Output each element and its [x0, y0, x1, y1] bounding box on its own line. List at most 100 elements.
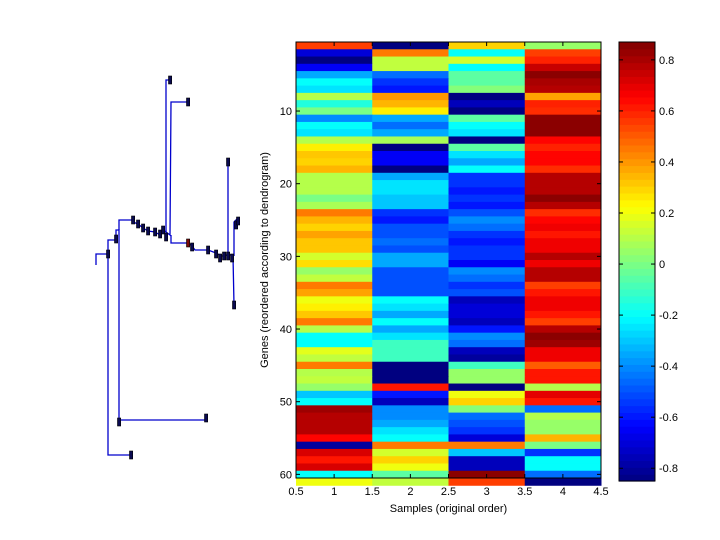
y-tick-label: 10: [280, 106, 292, 118]
heatmap-cell: [296, 274, 373, 283]
colorbar-segment: [619, 110, 655, 119]
y-tick-label: 40: [280, 324, 292, 336]
heatmap-cell: [372, 63, 449, 72]
heatmap-cell: [296, 78, 373, 87]
heatmap-cell: [448, 92, 526, 101]
dendrogram-node: [226, 251, 231, 261]
colorbar-segment: [619, 405, 655, 414]
colorbar-segment: [619, 206, 655, 215]
heatmap-cell: [372, 296, 449, 305]
colorbar-segment: [619, 474, 655, 482]
x-tick-label: 3: [484, 486, 490, 498]
heatmap-cell: [448, 427, 526, 435]
heatmap-cell: [296, 209, 373, 217]
dendrogram-node: [232, 300, 237, 310]
heatmap-cell: [448, 318, 526, 326]
heatmap-cell: [448, 216, 526, 225]
x-tick-label: 1: [331, 486, 337, 498]
heatmap-cell: [524, 158, 602, 167]
heatmap-cell: [448, 107, 526, 116]
heatmap-cell: [372, 78, 449, 87]
heatmap-cell: [296, 260, 373, 268]
heatmap-cell: [448, 441, 526, 450]
dendrogram: [95, 75, 241, 460]
heatmap-cell: [524, 107, 602, 116]
heatmap-cell: [448, 383, 526, 392]
heatmap-cell: [448, 267, 526, 276]
heatmap-cell: [448, 71, 526, 79]
colorbar-segment: [619, 69, 655, 77]
heatmap-cell: [448, 325, 526, 334]
heatmap-cell: [524, 369, 602, 377]
heatmap-cell: [524, 332, 602, 341]
heatmap-cell: [372, 129, 449, 137]
heatmap-cell: [372, 419, 449, 428]
heatmap-cell: [372, 71, 449, 79]
heatmap-cell: [448, 398, 526, 406]
heatmap-cell: [372, 456, 449, 464]
colorbar-segment: [619, 419, 655, 427]
dendrogram-node: [106, 249, 111, 259]
colorbar-segment: [619, 254, 655, 263]
colorbar-tick-label: 0.6: [659, 106, 674, 118]
heatmap-cell: [448, 78, 526, 87]
colorbar: [619, 42, 655, 482]
heatmap-cell: [524, 296, 602, 305]
heatmap-cell: [372, 390, 449, 399]
heatmap-cell: [372, 303, 449, 312]
heatmap-cell: [448, 339, 526, 348]
heatmap-cell: [296, 427, 373, 435]
heatmap-cell: [296, 318, 373, 326]
heatmap-cell: [372, 463, 449, 472]
heatmap-cell: [448, 56, 526, 65]
heatmap-cell: [372, 260, 449, 268]
heatmap-cell: [524, 252, 602, 261]
heatmap-cell: [524, 448, 602, 457]
heatmap-cell: [524, 463, 602, 472]
y-axis-label: Genes (reordered according to dendrogram…: [259, 152, 271, 368]
heatmap-cell: [524, 427, 602, 435]
heatmap-cell: [372, 194, 449, 203]
heatmap-cell: [524, 339, 602, 348]
dendrogram-node: [222, 251, 227, 261]
heatmap-cell: [296, 223, 373, 232]
heatmap-cell: [372, 376, 449, 385]
colorbar-tick-label: 0.2: [659, 208, 674, 220]
heatmap-cell: [524, 180, 602, 188]
colorbar-segment: [619, 199, 655, 208]
heatmap-cell: [448, 172, 526, 181]
heatmap-cell: [524, 78, 602, 87]
heatmap-cell: [296, 376, 373, 385]
heatmap-cell: [372, 318, 449, 326]
colorbar-segment: [619, 213, 655, 221]
colorbar-segment: [619, 384, 655, 393]
heatmap-cell: [448, 194, 526, 203]
colorbar-segment: [619, 76, 655, 84]
heatmap-cell: [448, 434, 526, 443]
colorbar-segment: [619, 234, 655, 242]
heatmap-cell: [524, 230, 602, 239]
heatmap-cell: [296, 339, 373, 348]
heatmap-cell: [448, 260, 526, 268]
x-tick-label: 4: [560, 486, 566, 498]
x-tick-label: 1.5: [365, 486, 380, 498]
colorbar-segment: [619, 220, 655, 228]
heatmap-cell: [372, 121, 449, 130]
colorbar-segment: [619, 453, 655, 462]
dendrogram-node: [114, 234, 119, 244]
heatmap-cell: [372, 354, 449, 363]
x-tick-label: 0.5: [288, 486, 303, 498]
dendrogram-node: [164, 232, 169, 242]
heatmap-cell: [524, 412, 602, 421]
dendrogram-node: [206, 245, 211, 255]
heatmap-cell: [372, 56, 449, 65]
colorbar-segment: [619, 391, 655, 400]
dendrogram-node: [236, 216, 241, 226]
heatmap-cell: [296, 383, 373, 392]
heatmap-cell: [448, 151, 526, 159]
colorbar-segment: [619, 186, 655, 194]
heatmap-cell: [448, 223, 526, 232]
heatmap-cell: [296, 100, 373, 108]
heatmap-cell: [372, 245, 449, 254]
heatmap-cell: [524, 143, 602, 152]
